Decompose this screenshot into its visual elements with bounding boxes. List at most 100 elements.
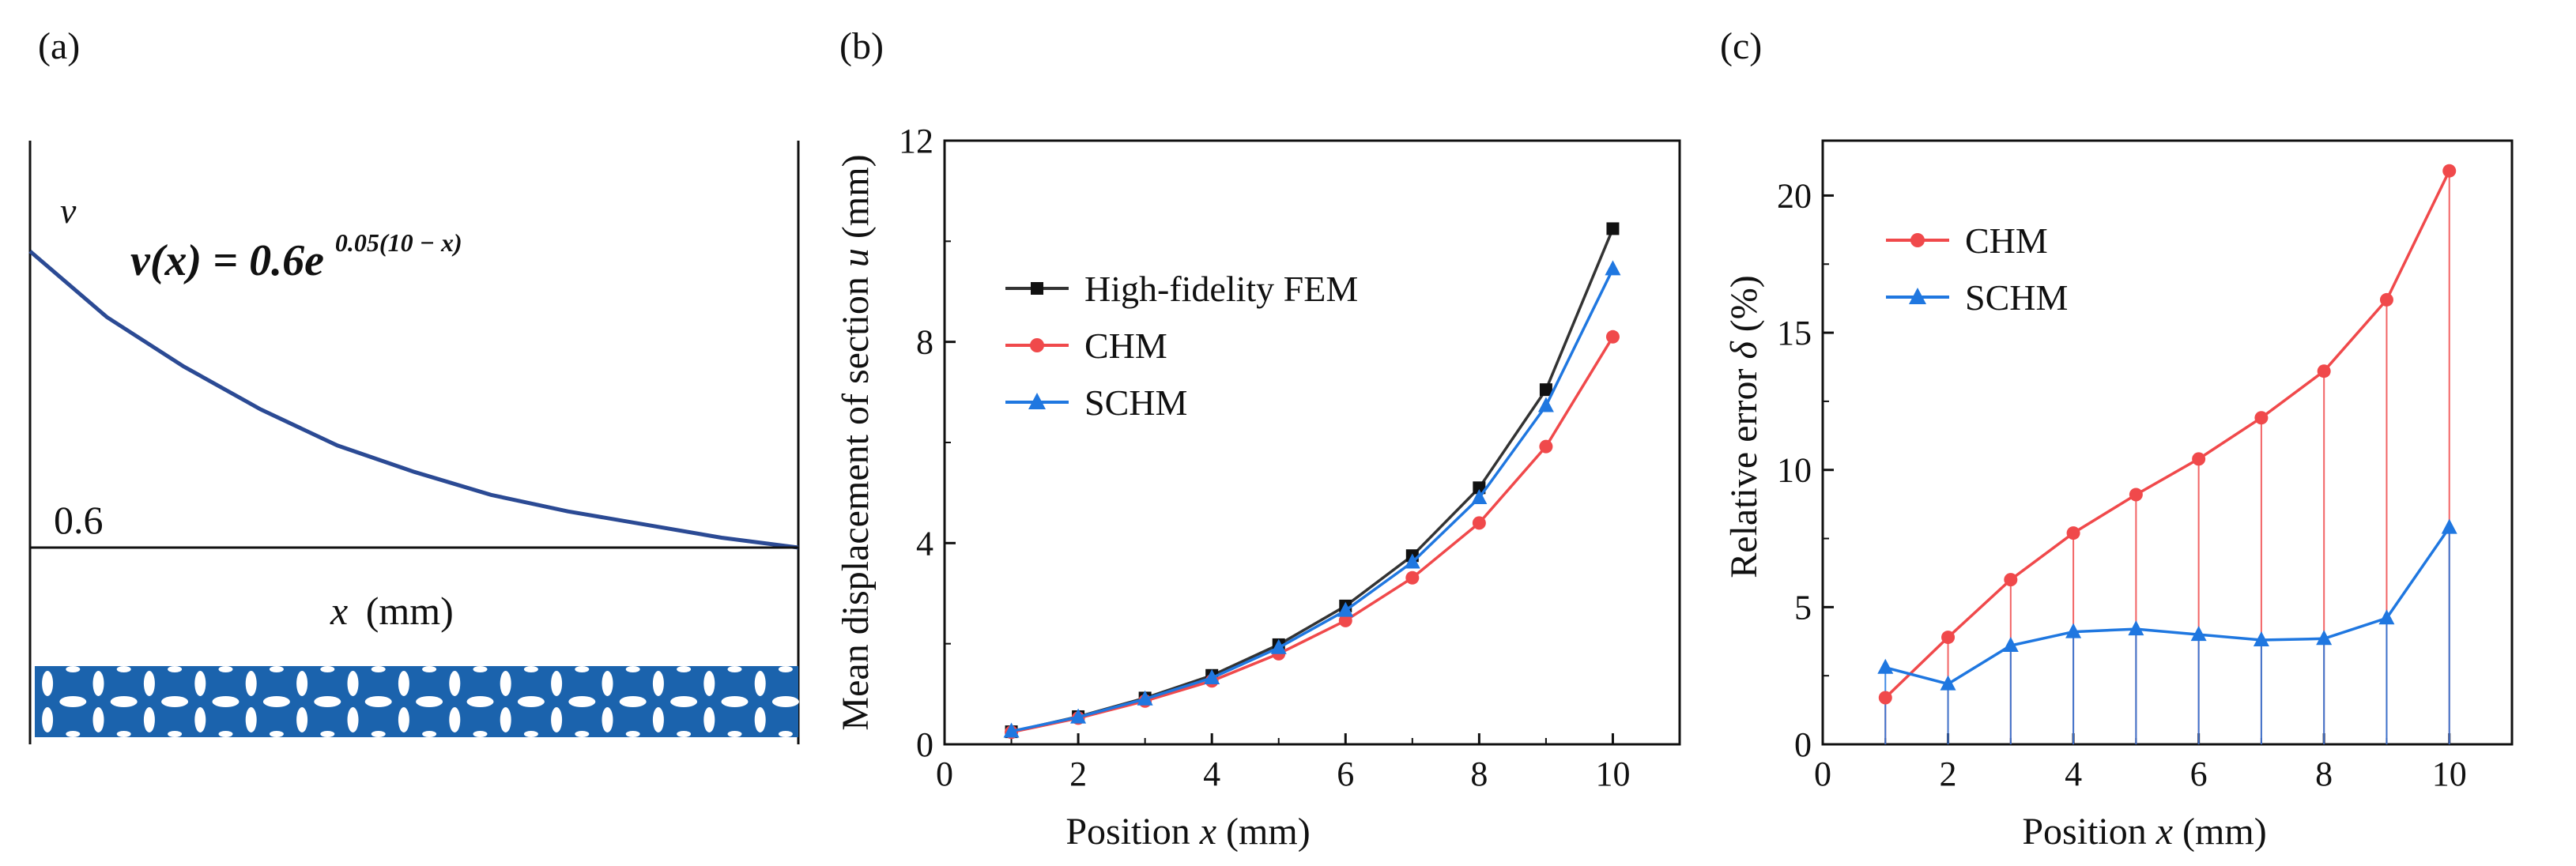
structure-hole xyxy=(778,731,793,737)
structure-hole xyxy=(364,696,392,707)
y-tick-label: 4 xyxy=(916,524,933,563)
structure-hole xyxy=(416,696,443,707)
chart-b-ylabel: Mean displacement of section u (mm) xyxy=(835,154,877,730)
structure-hole xyxy=(619,696,647,707)
structure-hole xyxy=(473,666,488,672)
data-point xyxy=(1338,613,1352,627)
perforated-beam-structure-icon xyxy=(35,666,799,737)
data-point xyxy=(1204,668,1220,684)
data-point xyxy=(2379,292,2393,307)
legend-marker xyxy=(1028,393,1046,409)
structure-hole xyxy=(449,707,461,732)
y-tick-label: 0 xyxy=(916,725,933,764)
panel-c-label: (c) xyxy=(1720,25,1762,67)
data-point xyxy=(1537,397,1554,412)
legend-marker xyxy=(1030,338,1044,352)
structure-hole xyxy=(771,696,799,707)
panel-a-axis-label: x (mm) xyxy=(330,589,454,633)
series-line-chm xyxy=(1011,336,1614,734)
panel-c: (c) 0 2 4 6 8 10 0 5 10 15 20 CHM SCHM Position x (m… xyxy=(1720,25,2514,853)
structure-hole xyxy=(371,666,386,672)
structure-hole xyxy=(42,707,54,732)
chart-c-ylabel: Relative error δ (%) xyxy=(1723,275,1765,578)
structure-hole xyxy=(754,671,766,696)
panel-a-label: (a) xyxy=(38,25,80,67)
x-tick-label: 10 xyxy=(1595,755,1630,793)
chart-b: 0 2 4 6 8 10 0 4 8 12 High-fidelity FEM CHM SCHM xyxy=(899,122,1681,793)
data-point xyxy=(1003,722,1020,738)
structure-hole xyxy=(449,671,461,696)
data-point xyxy=(2192,452,2206,466)
structure-hole xyxy=(194,707,206,732)
data-point xyxy=(1605,329,1620,344)
data-point xyxy=(2317,364,2331,378)
legend-entry: CHM xyxy=(1084,326,1167,366)
data-point xyxy=(2002,636,2019,652)
data-point xyxy=(2441,518,2457,534)
structure-hole xyxy=(218,731,233,737)
structure-hole xyxy=(652,671,664,696)
structure-hole xyxy=(168,666,183,672)
x-tick-label: 0 xyxy=(1814,755,1831,793)
structure-hole xyxy=(262,696,290,707)
structure-hole xyxy=(473,731,488,737)
y-tick-label: 0 xyxy=(1794,725,1812,764)
structure-hole xyxy=(778,666,793,672)
data-point xyxy=(2190,626,2207,642)
data-point xyxy=(2129,488,2143,502)
structure-hole xyxy=(466,696,494,707)
legend-entry: SCHM xyxy=(1965,277,2068,318)
panel-b: (b) 0 2 4 6 8 10 0 4 8 12 High-fidelity FEM CHM SCHM… xyxy=(835,25,1681,853)
structure-hole xyxy=(66,666,81,672)
structure-hole xyxy=(116,666,131,672)
structure-hole xyxy=(194,671,206,696)
data-point xyxy=(1941,631,1956,645)
structure-hole xyxy=(398,707,409,732)
y-tick-label: 15 xyxy=(1777,314,1812,352)
structure-hole xyxy=(721,696,749,707)
structure-hole xyxy=(269,731,284,737)
data-point xyxy=(1137,690,1153,706)
structure-hole xyxy=(347,671,359,696)
series-line-chm xyxy=(1884,170,2451,699)
data-point xyxy=(1405,570,1420,585)
structure-hole xyxy=(500,671,511,696)
data-point xyxy=(1606,222,1620,235)
structure-hole xyxy=(116,731,131,737)
structure-hole xyxy=(269,666,284,672)
structure-hole xyxy=(92,671,104,696)
x-tick-label: 4 xyxy=(2065,755,2082,793)
structure-hole xyxy=(320,731,335,737)
structure-hole xyxy=(422,666,437,672)
data-point xyxy=(2316,630,2333,646)
structure-hole xyxy=(575,666,590,672)
formula-exponent: 0.05(10 − x) xyxy=(335,228,462,257)
data-point xyxy=(1473,481,1486,495)
plot-frame xyxy=(943,139,1681,746)
y-tick-label: 12 xyxy=(899,122,933,160)
legend-entry: High-fidelity FEM xyxy=(1084,269,1358,309)
structure-hole xyxy=(320,666,335,672)
x-tick-label: 2 xyxy=(1940,755,1957,793)
structure-hole xyxy=(143,707,155,732)
legend-marker xyxy=(1909,288,1926,304)
structure-hole xyxy=(727,666,742,672)
y-tick-label: 5 xyxy=(1794,588,1812,627)
structure-hole xyxy=(625,666,640,672)
structure-hole xyxy=(398,671,409,696)
structure-hole xyxy=(296,707,308,732)
data-point xyxy=(1404,553,1420,569)
structure-hole xyxy=(677,731,692,737)
y-tick-label: 10 xyxy=(1777,451,1812,490)
x-tick-label: 4 xyxy=(1203,755,1220,793)
legend-entry: SCHM xyxy=(1084,382,1187,423)
legend-entry: CHM xyxy=(1965,220,2048,261)
structure-hole xyxy=(245,707,257,732)
structure-hole xyxy=(500,707,511,732)
legend-marker xyxy=(1031,282,1043,295)
data-point xyxy=(2065,623,2082,638)
panel-a: (a) v v(x) = 0.6e 0.05(10 − x) 0.6 x (mm… xyxy=(28,25,800,744)
series-line-schm xyxy=(1011,268,1615,733)
structure-hole xyxy=(625,731,640,737)
x-tick-label: 10 xyxy=(2432,755,2467,793)
